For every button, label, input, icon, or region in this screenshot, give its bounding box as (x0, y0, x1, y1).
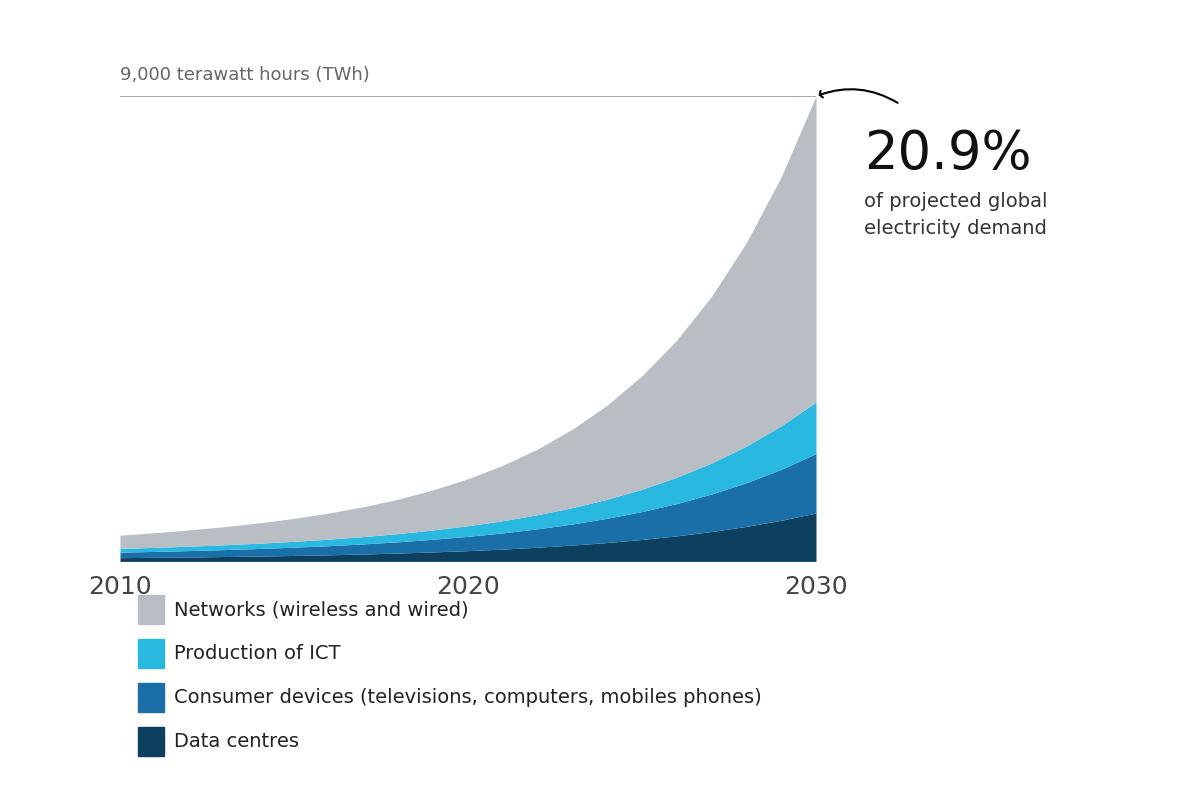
Text: 9,000 terawatt hours (TWh): 9,000 terawatt hours (TWh) (120, 67, 370, 84)
Text: Consumer devices (televisions, computers, mobiles phones): Consumer devices (televisions, computers… (174, 688, 762, 707)
Text: Data centres: Data centres (174, 732, 299, 751)
Text: Networks (wireless and wired): Networks (wireless and wired) (174, 600, 469, 619)
Text: 20.9%: 20.9% (864, 128, 1032, 180)
Text: of projected global
electricity demand: of projected global electricity demand (864, 192, 1048, 238)
Text: Production of ICT: Production of ICT (174, 644, 341, 663)
